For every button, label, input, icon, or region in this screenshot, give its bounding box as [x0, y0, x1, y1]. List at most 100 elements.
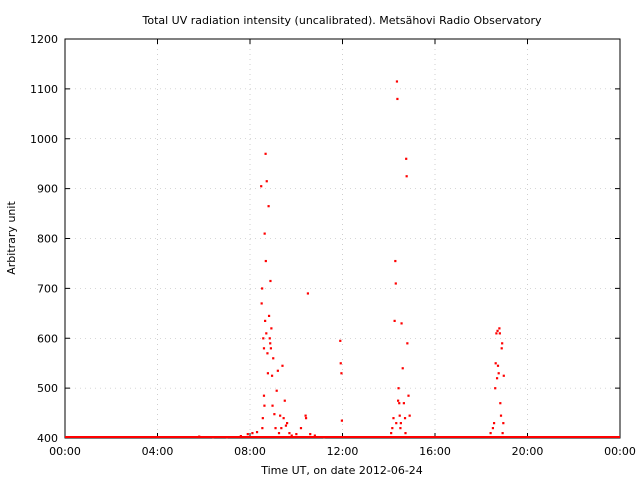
- data-point: [263, 404, 266, 407]
- data-point: [260, 185, 263, 188]
- data-point: [273, 413, 276, 416]
- data-point: [299, 427, 303, 430]
- y-tick-label: 800: [37, 233, 58, 246]
- x-tick-label: 12:00: [327, 445, 359, 458]
- data-point: [398, 402, 401, 405]
- data-point: [269, 347, 273, 350]
- data-point: [281, 364, 284, 367]
- data-point: [284, 424, 288, 427]
- data-point: [262, 337, 265, 340]
- data-point: [391, 427, 394, 430]
- data-point: [502, 374, 505, 377]
- data-point: [267, 205, 270, 208]
- data-point: [401, 367, 404, 370]
- data-point: [276, 369, 279, 372]
- data-point: [402, 402, 405, 405]
- data-point: [274, 427, 277, 430]
- data-point: [339, 339, 342, 342]
- data-point: [489, 432, 492, 435]
- data-point: [251, 432, 254, 435]
- data-point: [265, 180, 268, 183]
- data-point: [396, 97, 399, 101]
- data-point: [266, 352, 269, 355]
- x-axis-label: Time UT, on date 2012-06-24: [260, 464, 423, 477]
- data-point: [283, 399, 286, 402]
- data-point: [261, 427, 264, 430]
- x-tick-label: 20:00: [512, 445, 544, 458]
- data-point: [269, 279, 272, 283]
- data-point: [280, 427, 283, 430]
- data-point: [267, 314, 271, 318]
- data-point: [246, 433, 249, 436]
- data-point: [261, 417, 264, 420]
- data-point: [277, 432, 281, 435]
- data-point: [340, 372, 343, 375]
- data-point: [399, 422, 402, 425]
- data-point: [399, 427, 402, 430]
- data-point: [304, 414, 307, 417]
- data-point: [266, 372, 270, 375]
- data-point: [499, 414, 503, 417]
- data-point: [499, 402, 502, 405]
- data-point: [286, 422, 289, 425]
- data-point: [395, 422, 398, 425]
- data-point: [494, 387, 497, 390]
- data-point: [395, 80, 399, 83]
- x-tick-label: 08:00: [234, 445, 266, 458]
- data-point: [393, 319, 396, 322]
- data-point: [497, 372, 500, 375]
- data-point: [496, 364, 500, 367]
- data-point: [271, 404, 274, 407]
- data-point: [406, 342, 409, 345]
- data-point: [495, 377, 499, 380]
- y-tick-label: 600: [37, 332, 58, 345]
- data-point: [405, 175, 408, 178]
- chart-title: Total UV radiation intensity (uncalibrat…: [142, 14, 542, 27]
- x-tick-label: 16:00: [419, 445, 451, 458]
- data-point: [295, 433, 298, 436]
- data-point: [264, 319, 267, 322]
- data-point: [500, 347, 503, 350]
- data-point: [397, 399, 400, 402]
- y-tick-label: 1200: [30, 33, 58, 46]
- y-tick-label: 1100: [30, 83, 58, 96]
- data-point: [492, 422, 496, 425]
- x-tick-label: 00:00: [604, 445, 636, 458]
- data-point: [398, 414, 401, 417]
- data-point: [408, 414, 411, 417]
- x-tick-label: 04:00: [142, 445, 174, 458]
- data-point: [288, 432, 291, 435]
- data-point: [275, 389, 278, 392]
- data-point: [397, 387, 400, 390]
- data-point: [279, 414, 282, 417]
- data-point: [394, 259, 397, 263]
- data-point: [502, 422, 505, 425]
- data-point: [306, 292, 310, 295]
- data-point: [261, 287, 264, 290]
- data-point: [269, 342, 272, 345]
- x-tick-labels: 00:00 04:00 08:00 12:00 16:00 20:00 00:00: [49, 445, 636, 458]
- y-tick-label: 900: [37, 183, 58, 196]
- data-point: [262, 347, 266, 350]
- data-point: [403, 417, 407, 420]
- data-point: [494, 362, 497, 365]
- data-point: [260, 302, 263, 305]
- data-point: [339, 362, 342, 365]
- data-point: [270, 327, 273, 330]
- data-point: [501, 342, 504, 345]
- data-point: [501, 432, 504, 435]
- data-point: [272, 357, 275, 360]
- data-point: [495, 332, 498, 335]
- data-point: [491, 427, 495, 430]
- data-point: [282, 417, 285, 420]
- data-point: [262, 394, 266, 397]
- y-axis-label: Arbitrary unit: [5, 201, 18, 275]
- data-point: [392, 417, 395, 420]
- data-point: [340, 419, 344, 422]
- x-tick-label: 00:00: [49, 445, 81, 458]
- data-point: [405, 157, 408, 160]
- data-point: [496, 329, 499, 332]
- data-point: [264, 259, 267, 263]
